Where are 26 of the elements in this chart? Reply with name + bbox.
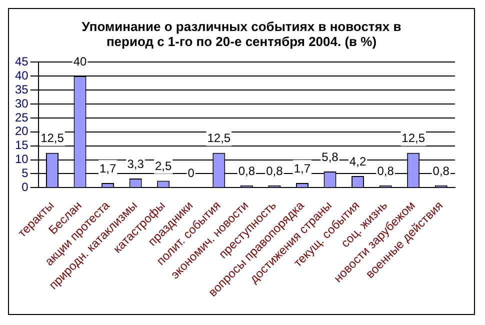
data-label: 2,5 (155, 159, 172, 174)
y-tick-label: 0 (22, 180, 29, 194)
data-label: 0,8 (377, 164, 394, 178)
data-label: 1,7 (99, 161, 116, 176)
y-tick-label: 35 (14, 82, 29, 96)
data-label: 1,7 (294, 161, 311, 176)
y-tick-label: 45 (14, 54, 29, 69)
y-tick-label: 30 (14, 96, 29, 110)
data-label: 12,5 (40, 131, 64, 146)
data-label: 12,5 (402, 131, 426, 146)
data-label: 12,5 (207, 131, 231, 146)
data-label: 0 (188, 166, 195, 180)
chart-title: Упоминание о различных событиях в новостях в период с 1-го по 20-е сентября 2004. (в %) (80, 19, 402, 49)
data-label: 4,2 (349, 154, 366, 168)
data-label: 3,3 (127, 156, 144, 171)
y-tick-label: 10 (14, 152, 29, 166)
data-label: 0,8 (432, 164, 450, 178)
y-tick-label: 40 (14, 68, 29, 82)
data-label: 40 (73, 54, 88, 68)
y-tick-label: 15 (14, 138, 29, 152)
y-tick-label: 20 (14, 124, 29, 138)
data-label: 0,8 (238, 164, 256, 178)
data-label: 5,8 (322, 150, 339, 164)
y-tick-label: 5 (22, 166, 29, 180)
y-tick-label: 25 (14, 110, 29, 124)
data-label: 0,8 (266, 164, 284, 178)
